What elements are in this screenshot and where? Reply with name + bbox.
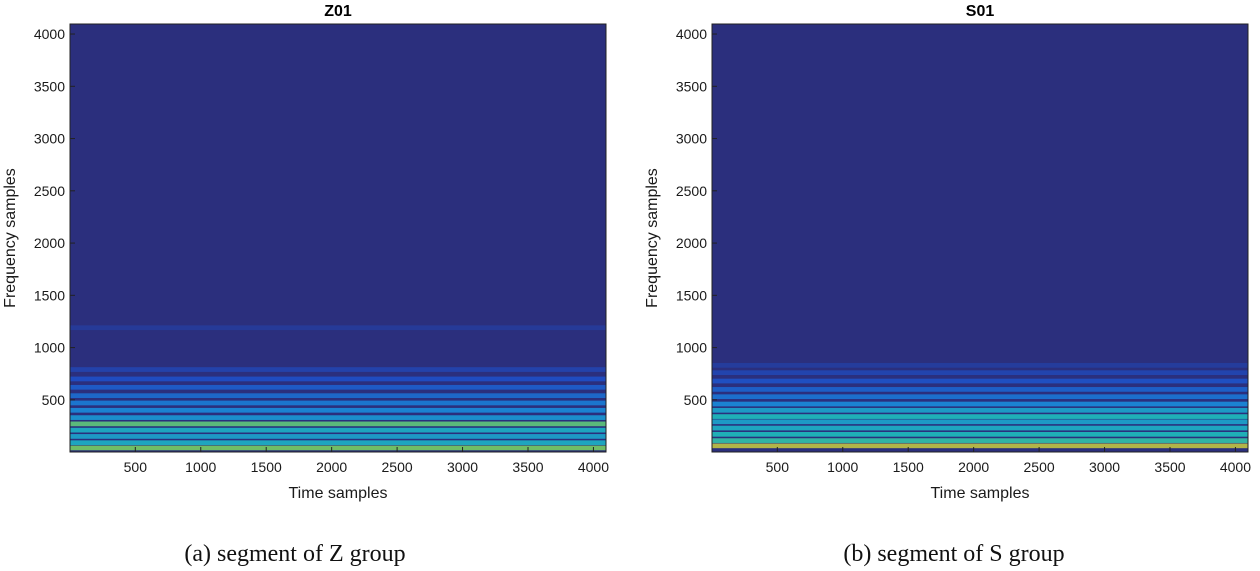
y-axis-label: Frequency samples	[2, 168, 19, 308]
y-tick-label: 500	[42, 392, 66, 408]
energy-band	[712, 394, 1248, 400]
energy-band	[712, 414, 1248, 419]
x-tick-label: 4000	[1220, 459, 1251, 475]
energy-band	[712, 378, 1248, 384]
energy-band	[70, 367, 606, 372]
energy-band	[712, 438, 1248, 443]
spectrogram-energy	[712, 363, 1248, 449]
x-tick-label: 2500	[1024, 459, 1055, 475]
spectrogram-energy	[70, 325, 606, 451]
chart-title: Z01	[324, 3, 352, 20]
energy-band	[70, 415, 606, 420]
y-tick-label: 3500	[34, 78, 65, 94]
energy-band	[712, 401, 1248, 407]
caption-z: (a) segment of Z group	[184, 541, 405, 567]
x-tick-label: 1500	[251, 459, 282, 475]
x-tick-label: 1500	[893, 459, 924, 475]
x-axis-label: Time samples	[289, 485, 388, 502]
energy-band	[70, 445, 606, 451]
x-axis-label: Time samples	[931, 485, 1030, 502]
y-tick-label: 1500	[34, 287, 65, 303]
y-tick-label: 3000	[34, 131, 65, 147]
y-tick-label: 1000	[676, 340, 707, 356]
y-tick-label: 2000	[676, 235, 707, 251]
x-tick-label: 2000	[958, 459, 989, 475]
chart-title: S01	[966, 3, 995, 20]
energy-band	[70, 376, 606, 382]
energy-band	[712, 387, 1248, 392]
x-tick-label: 3500	[1154, 459, 1185, 475]
energy-band	[712, 443, 1248, 449]
caption-s: (b) segment of S group	[843, 541, 1064, 567]
energy-band	[712, 419, 1248, 425]
spectrogram-panel-s01: S01 500 1000 1500 2000 2500 3000 3500 4000 500 100…	[644, 3, 1251, 502]
x-tick-label: 3500	[512, 459, 543, 475]
energy-band	[70, 407, 606, 413]
y-tick-label: 4000	[34, 26, 65, 42]
energy-band	[70, 393, 606, 399]
x-tick-label: 2000	[316, 459, 347, 475]
y-tick-label: 2000	[34, 235, 65, 251]
energy-band	[70, 427, 606, 433]
x-tick-label: 1000	[185, 459, 216, 475]
energy-band	[712, 425, 1248, 431]
x-tick-label: 1000	[827, 459, 858, 475]
x-tick-label: 4000	[578, 459, 609, 475]
energy-band	[712, 431, 1248, 437]
y-tick-label: 1500	[676, 287, 707, 303]
energy-band	[712, 370, 1248, 376]
x-tick-label: 3000	[1089, 459, 1120, 475]
y-tick-label: 3000	[676, 131, 707, 147]
energy-band	[70, 421, 606, 427]
plot-frame	[69, 23, 607, 453]
y-axis-label: Frequency samples	[644, 168, 661, 308]
y-tick-label: 2500	[34, 183, 65, 199]
x-tick-label: 2500	[382, 459, 413, 475]
plot-frame	[711, 23, 1249, 453]
spectrogram-panel-z01: Z01 500 1000 1500 2000 2500 3000 3500 4000 500 100…	[2, 3, 609, 502]
energy-band	[70, 325, 606, 331]
y-tick-label: 500	[684, 392, 708, 408]
y-tick-label: 3500	[676, 78, 707, 94]
energy-band	[70, 440, 606, 446]
x-tick-label: 500	[124, 459, 148, 475]
y-tick-label: 1000	[34, 340, 65, 356]
y-tick-label: 4000	[676, 26, 707, 42]
energy-band	[70, 434, 606, 439]
energy-band	[712, 363, 1248, 368]
x-tick-label: 500	[766, 459, 790, 475]
energy-band	[712, 407, 1248, 413]
energy-band	[70, 384, 606, 390]
energy-band	[70, 400, 606, 406]
x-tick-label: 3000	[447, 459, 478, 475]
y-tick-label: 2500	[676, 183, 707, 199]
